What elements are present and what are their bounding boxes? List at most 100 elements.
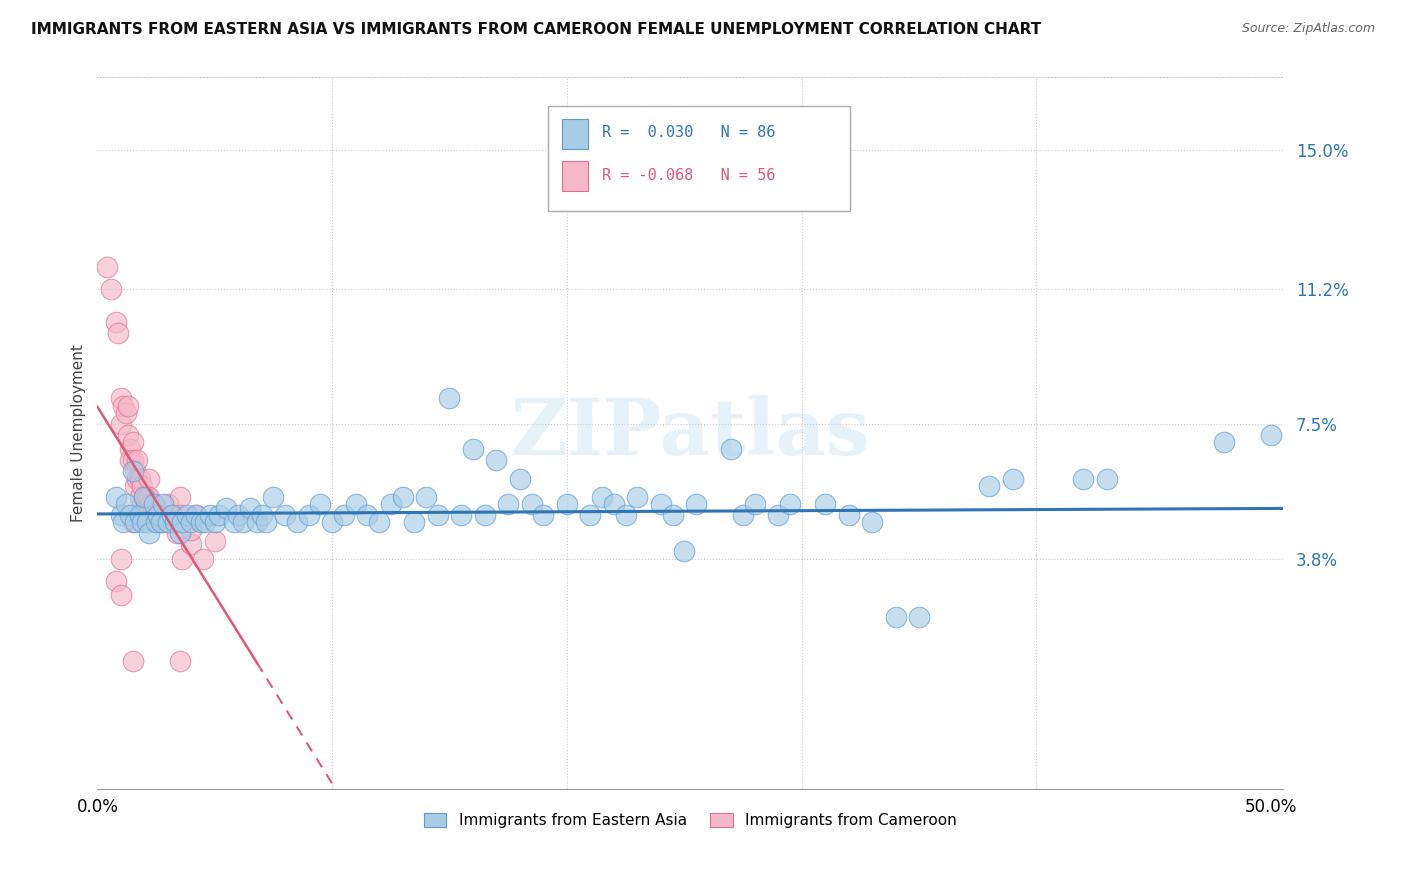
Point — [176, 508, 198, 522]
Point — [380, 497, 402, 511]
Point — [1213, 435, 1236, 450]
Point — [176, 516, 198, 530]
Point — [685, 497, 707, 511]
Point — [152, 508, 174, 522]
Point — [603, 497, 626, 511]
Point — [309, 497, 332, 511]
Point — [105, 574, 128, 588]
Point — [110, 508, 132, 522]
Point — [204, 516, 226, 530]
Point — [134, 490, 156, 504]
Point — [117, 399, 139, 413]
Point — [731, 508, 754, 522]
Point — [496, 497, 519, 511]
Point — [128, 472, 150, 486]
Point — [131, 497, 153, 511]
Point — [156, 516, 179, 530]
Point — [134, 508, 156, 522]
Point — [555, 497, 578, 511]
Text: IMMIGRANTS FROM EASTERN ASIA VS IMMIGRANTS FROM CAMEROON FEMALE UNEMPLOYMENT COR: IMMIGRANTS FROM EASTERN ASIA VS IMMIGRAN… — [31, 22, 1042, 37]
Point — [450, 508, 472, 522]
Point — [169, 526, 191, 541]
Point — [254, 516, 277, 530]
Point — [141, 497, 163, 511]
Point — [190, 516, 212, 530]
Point — [112, 399, 135, 413]
Point — [110, 392, 132, 406]
Point — [591, 490, 613, 504]
Point — [474, 508, 496, 522]
Point — [124, 479, 146, 493]
Point — [127, 453, 149, 467]
Point — [138, 472, 160, 486]
Point — [720, 442, 742, 457]
Point — [145, 516, 167, 530]
Point — [232, 516, 254, 530]
Point — [1001, 472, 1024, 486]
Point — [120, 442, 142, 457]
Point — [215, 500, 238, 515]
Point — [250, 508, 273, 522]
Point — [148, 508, 170, 522]
Point — [121, 654, 143, 668]
Point — [124, 516, 146, 530]
Point — [134, 490, 156, 504]
Point — [194, 516, 217, 530]
Point — [127, 472, 149, 486]
Point — [661, 508, 683, 522]
Point — [135, 508, 157, 522]
Point — [142, 497, 165, 511]
Point — [579, 508, 602, 522]
Point — [485, 453, 508, 467]
Point — [908, 610, 931, 624]
Point — [184, 508, 207, 522]
Point — [860, 516, 883, 530]
Point — [131, 479, 153, 493]
Point — [439, 392, 461, 406]
Point — [509, 472, 531, 486]
Point — [135, 516, 157, 530]
Point — [356, 508, 378, 522]
Point — [169, 490, 191, 504]
Point — [105, 315, 128, 329]
Bar — [562, 119, 588, 149]
Point — [128, 508, 150, 522]
Point — [180, 537, 202, 551]
Point — [180, 516, 202, 530]
Point — [162, 508, 184, 522]
Point — [246, 516, 269, 530]
Point — [135, 490, 157, 504]
Point — [152, 497, 174, 511]
Point — [262, 490, 284, 504]
Legend: Immigrants from Eastern Asia, Immigrants from Cameroon: Immigrants from Eastern Asia, Immigrants… — [418, 807, 963, 834]
Point — [191, 551, 214, 566]
Point — [744, 497, 766, 511]
Point — [198, 508, 221, 522]
Point — [321, 516, 343, 530]
Point — [163, 516, 186, 530]
Point — [124, 464, 146, 478]
Point — [148, 508, 170, 522]
Point — [180, 523, 202, 537]
Point — [1073, 472, 1095, 486]
Point — [404, 516, 426, 530]
Point — [120, 453, 142, 467]
Point — [156, 516, 179, 530]
Point — [766, 508, 789, 522]
Point — [531, 508, 554, 522]
Point — [204, 533, 226, 548]
Point — [426, 508, 449, 522]
Point — [107, 326, 129, 340]
Point — [128, 490, 150, 504]
Point — [120, 508, 142, 522]
Point — [117, 427, 139, 442]
Point — [145, 500, 167, 515]
Point — [131, 516, 153, 530]
FancyBboxPatch shape — [548, 106, 851, 211]
Point — [222, 516, 245, 530]
Point — [166, 526, 188, 541]
Point — [114, 497, 136, 511]
Point — [138, 490, 160, 504]
Point — [170, 516, 193, 530]
Point — [779, 497, 801, 511]
